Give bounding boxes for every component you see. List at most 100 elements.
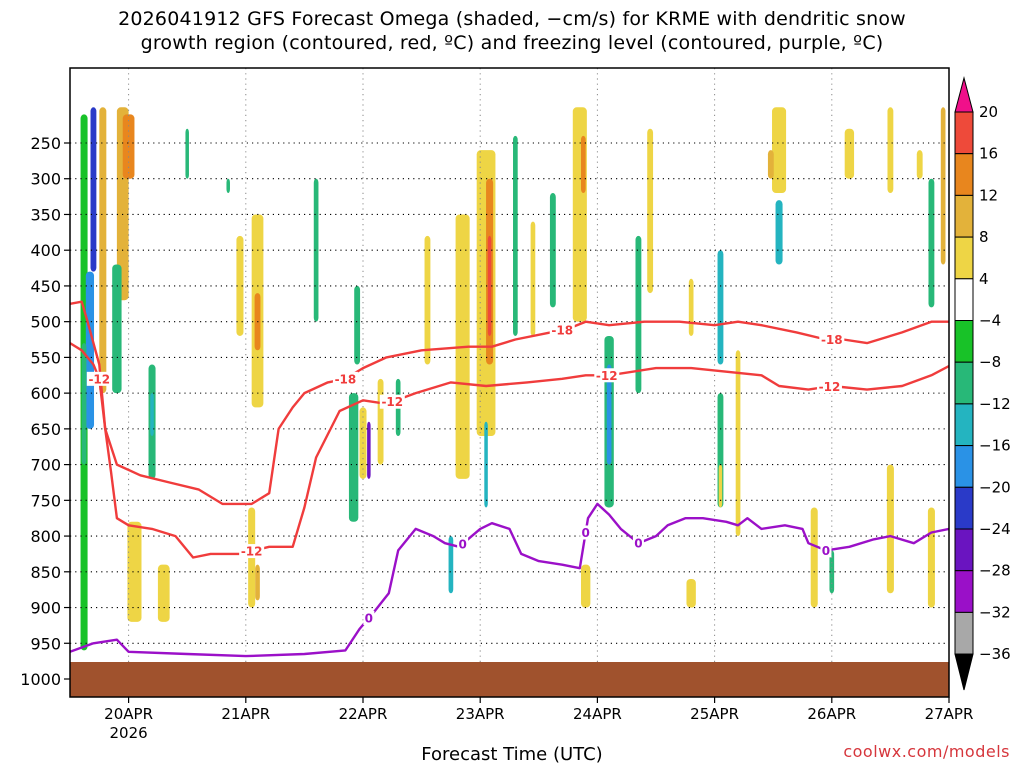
- colorbar-swatch-8: [954, 445, 974, 488]
- omega-cell-30: [487, 235, 492, 336]
- omega-cell-46: [735, 350, 741, 537]
- omega-cell-49: [767, 150, 774, 179]
- dgz-bot-12-line: [70, 342, 949, 559]
- y-tick-label-900: 900: [30, 599, 61, 618]
- omega-cell-53: [916, 150, 923, 179]
- colorbar-label-9: −20: [979, 478, 1011, 496]
- y-tick-label-650: 650: [30, 420, 61, 439]
- omega-cell-47: [775, 200, 783, 265]
- omega-cell-56: [886, 464, 894, 594]
- colorbar-label-7: −12: [979, 395, 1011, 413]
- x-axis-title: Forecast Time (UTC): [421, 744, 603, 765]
- colorbar-swatch-5: [954, 320, 974, 363]
- omega-cell-24: [377, 378, 384, 465]
- colorbar: 20 16 12 8 4 −4 −8 −12 −16 −20 −24 −28 −32 −36: [954, 76, 1011, 691]
- colorbar-label-11: −28: [979, 562, 1011, 580]
- y-tick-label-800: 800: [30, 527, 61, 546]
- omega-cell-20: [354, 285, 361, 365]
- colorbar-label-1: 16: [979, 145, 998, 163]
- x-tick-label-6: 26APR: [807, 705, 856, 723]
- colorbar-swatch-1: [954, 153, 974, 196]
- freezing-level-0-label-bg-2: [580, 525, 592, 540]
- x-tick-label-1: 21APR: [221, 705, 270, 723]
- chart-title-line-2: growth region (contoured, red, ºC) and f…: [140, 32, 884, 54]
- contour-layer: -18 -18 -18 -12 -12 -12 -12 -12 0 0 0 0 0: [70, 300, 949, 658]
- x-tick-label-0: 20APR: [104, 705, 153, 723]
- omega-cell-35: [549, 193, 556, 308]
- colorbar-top-arrow: [954, 76, 974, 113]
- colorbar-label-8: −16: [979, 437, 1011, 455]
- colorbar-label-10: −24: [979, 520, 1011, 538]
- omega-cell-51: [844, 128, 855, 179]
- omega-cell-33: [513, 135, 518, 336]
- omega-cell-26: [424, 235, 431, 365]
- colorbar-swatch-11: [954, 570, 974, 613]
- omega-cell-10: [127, 521, 142, 622]
- dgz-bot-12-label-bg-3: [594, 368, 620, 383]
- freezing-level-0-label-bg-4: [820, 543, 832, 558]
- colorbar-swatch-3: [954, 236, 974, 280]
- dgz-top-18-label-bg-0: [332, 371, 358, 386]
- colorbar-swatch-2: [954, 194, 974, 238]
- dgz-bot-12-label-2: -12: [381, 395, 403, 409]
- dgz-bot-12-label-bg-1: [239, 544, 265, 559]
- colorbar-label-13: −36: [979, 645, 1011, 663]
- colorbar-label-2: 12: [979, 186, 998, 204]
- y-tick-label-950: 950: [30, 634, 61, 653]
- y-tick-label-1000: 1000: [20, 670, 61, 689]
- omega-cell-1: [90, 107, 97, 272]
- omega-cell-18: [255, 564, 260, 601]
- omega-cell-37: [580, 135, 586, 194]
- omega-cell-41: [647, 128, 654, 294]
- ground-surface: [70, 662, 949, 697]
- omega-cell-59: [686, 578, 696, 608]
- y-tick-label-350: 350: [30, 205, 61, 224]
- y-tick-label-600: 600: [30, 384, 61, 403]
- omega-cell-48: [772, 107, 787, 194]
- omega-cell-50: [829, 550, 835, 594]
- colorbar-swatch-12: [954, 611, 974, 655]
- colorbar-label-5: −4: [979, 312, 1001, 330]
- plot-background: [70, 68, 949, 697]
- dgz-top-18-label-bg-2: [819, 332, 845, 347]
- dgz-bot-12-label-bg-4: [816, 379, 842, 394]
- dgz-top-18-label-2: -18: [821, 333, 843, 347]
- omega-cell-34: [530, 221, 536, 336]
- dgz-bot-12-label-bg-2: [379, 394, 405, 409]
- omega-cell-54: [928, 178, 935, 308]
- omega-cell-12: [185, 128, 189, 179]
- omega-cell-40: [635, 235, 642, 394]
- omega-cell-55: [940, 107, 946, 265]
- colorbar-label-6: −8: [979, 353, 1001, 371]
- freezing-level-0-label-bg-0: [363, 610, 375, 625]
- dgz-bot-12-label-1: -12: [241, 545, 263, 559]
- y-tick-label-400: 400: [30, 241, 61, 260]
- colorbar-label-4: 4: [979, 270, 989, 288]
- colorbar-label-3: 8: [979, 228, 989, 246]
- freezing-level-0-label-bg-1: [457, 536, 469, 551]
- colorbar-label-12: −32: [979, 603, 1011, 621]
- freezing-level-0-label-bg-3: [632, 536, 644, 551]
- y-tick-label-750: 750: [30, 491, 61, 510]
- y-tick-label-700: 700: [30, 456, 61, 475]
- omega-cell-13: [226, 178, 230, 194]
- freezing-level-0-label-4: 0: [822, 544, 830, 558]
- freezing-level-0-line: [70, 502, 949, 658]
- x-tick-label-3: 23APR: [456, 705, 505, 723]
- omega-cell-52: [887, 107, 894, 194]
- freezing-level-0-label-0: 0: [365, 611, 373, 625]
- omega-cell-2: [85, 271, 95, 429]
- y-tick-label-850: 850: [30, 563, 61, 582]
- dgz-bot-12-label-3: -12: [596, 369, 618, 383]
- source-credit: coolwx.com/models: [843, 742, 1010, 761]
- plot-frame: [69, 67, 950, 698]
- dgz-top-18-label-0: -18: [335, 372, 357, 386]
- omega-cell-57: [927, 507, 935, 608]
- freezing-level-0-label-2: 0: [582, 526, 590, 540]
- omega-cell-14: [236, 235, 244, 336]
- freezing-level-0-label-1: 0: [458, 537, 466, 551]
- omega-cell-58: [810, 507, 818, 608]
- colorbar-swatch-4: [954, 278, 974, 321]
